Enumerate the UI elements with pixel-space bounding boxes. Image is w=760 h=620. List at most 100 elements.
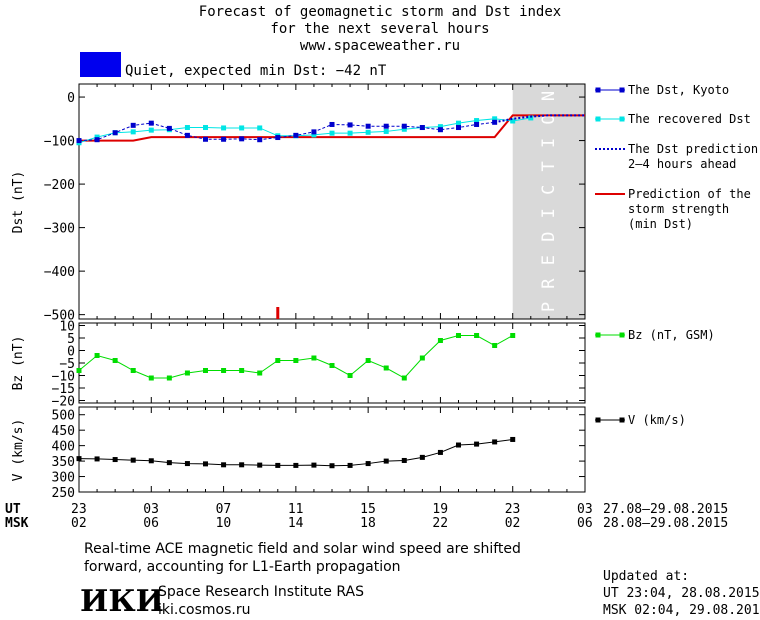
bz-point [130, 368, 136, 373]
y-tick-label: −15 [52, 382, 75, 397]
msk-tick-label: 06 [143, 516, 159, 531]
v-point [419, 454, 425, 460]
y-tick-label: −500 [44, 309, 75, 324]
kyoto-dst-point [166, 125, 172, 131]
prediction-letter: N [539, 91, 559, 101]
legend-kyoto-symbol-marker [595, 87, 601, 93]
legend-dst-kyoto: The Dst, Kyoto [628, 83, 730, 97]
kyoto-dst-point [293, 132, 299, 138]
institute-name: Space Research Institute RAS [158, 584, 364, 600]
recovered-dst-point [347, 130, 353, 136]
y-tick-label: −10 [52, 370, 75, 385]
v-point [148, 458, 154, 464]
bz-point [365, 358, 371, 363]
prediction-letter: I [539, 208, 559, 218]
legend-dst-prediction-1: The Dst prediction [628, 142, 759, 156]
prediction-letter: O [539, 114, 559, 124]
propagation-note-line-1: Real-time ACE magnetic field and solar w… [84, 541, 521, 557]
y-tick-label: −100 [44, 135, 75, 150]
legend-recovered-symbol-marker [595, 116, 601, 122]
recovered-dst-point [257, 125, 263, 131]
v-point [112, 457, 118, 463]
y-axis-label: Bz (nT) [11, 336, 26, 391]
recovered-dst-point [383, 128, 389, 134]
bz-point [510, 333, 516, 338]
y-tick-label: 5 [67, 332, 75, 347]
v-point [184, 461, 190, 467]
msk-tick-label: 14 [287, 516, 304, 531]
kyoto-dst-point [419, 125, 425, 131]
iki-logo: ИКИ [80, 584, 164, 619]
prediction-letter: C [539, 185, 559, 195]
v-point [257, 462, 263, 468]
kyoto-dst-point [184, 132, 190, 138]
storm-strength-line [79, 114, 585, 142]
legend-v-symbol-marker [595, 417, 601, 423]
y-tick-label: −400 [44, 265, 75, 280]
legend-recovered-symbol-marker [619, 116, 625, 122]
site-url[interactable]: www.spaceweather.ru [299, 38, 461, 54]
ut-tick-label: 03 [577, 502, 593, 517]
v-point [383, 458, 389, 464]
recovered-dst-point [184, 125, 190, 131]
recovered-dst-point [148, 127, 154, 133]
bz-point [221, 368, 227, 373]
kyoto-dst-point [112, 130, 118, 136]
legend-kyoto-symbol-marker [619, 87, 625, 93]
status-text: Quiet, expected min Dst: −42 nT [125, 63, 387, 79]
bz-point [383, 365, 389, 371]
v-point [329, 463, 335, 469]
recovered-dst-point [203, 125, 208, 131]
legend-storm-1: Prediction of the [628, 187, 751, 201]
y-tick-label: 0 [67, 91, 75, 106]
v-point [130, 457, 136, 463]
kyoto-dst-point [347, 122, 353, 128]
recovered-dst-point [239, 125, 245, 131]
legend-v: V (km/s) [628, 413, 686, 427]
prediction-letter: I [539, 138, 559, 148]
v-point [365, 461, 371, 467]
chart-title-line-2: for the next several hours [270, 21, 490, 37]
recovered-dst-point [401, 126, 407, 132]
recovered-dst-point [94, 134, 100, 140]
kyoto-dst-point [76, 138, 82, 144]
recovered-dst-point [437, 124, 443, 130]
bz-point [184, 370, 190, 376]
bz-point [112, 358, 118, 363]
prediction-letter: P [539, 302, 559, 312]
prediction-letter: D [539, 232, 559, 242]
bz-point [329, 363, 335, 368]
status-color-swatch [80, 52, 121, 77]
kyoto-dst-point [275, 135, 281, 141]
recovered-dst-point [221, 125, 227, 131]
y-tick-label: 450 [52, 424, 75, 439]
v-point [401, 457, 407, 463]
bz-point [492, 343, 498, 348]
recovered-dst-point [329, 130, 335, 136]
kyoto-dst-point [203, 136, 208, 142]
recovered-dst-point [492, 116, 498, 122]
ut-tick-label: 11 [287, 502, 304, 517]
msk-tick-label: 02 [504, 516, 521, 531]
bz-point [239, 368, 245, 373]
msk-tick-label: 18 [360, 516, 376, 531]
y-tick-label: 10 [59, 320, 75, 335]
v-point [239, 462, 245, 468]
v-line [78, 438, 513, 467]
institute-site[interactable]: iki.cosmos.ru [158, 602, 251, 618]
v-point [456, 442, 461, 448]
updated-label: Updated at: [603, 569, 690, 584]
dst-prediction-line [494, 114, 585, 124]
v-point [311, 462, 317, 468]
propagation-note-line-2: forward, accounting for L1-Earth propaga… [84, 559, 401, 575]
chart-title-line-1: Forecast of geomagnetic storm and Dst in… [198, 4, 562, 20]
bz-point [166, 375, 172, 381]
kyoto-dst-point [239, 136, 245, 142]
v-point [474, 441, 480, 447]
kyoto-dst-point [401, 123, 407, 129]
bz-point [456, 333, 461, 338]
v-point [347, 462, 353, 468]
prediction-letter: E [539, 255, 559, 265]
bz-point [293, 358, 299, 363]
